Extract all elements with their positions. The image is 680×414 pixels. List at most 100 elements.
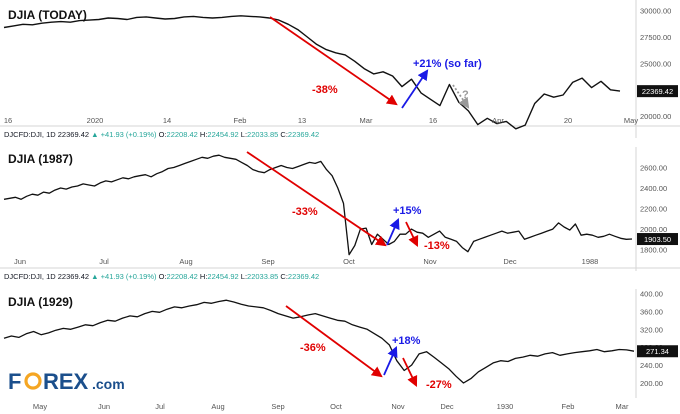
info-bar-l_label: L: xyxy=(241,130,247,139)
panel-0-y-tick-label: 25000.00 xyxy=(640,59,671,68)
info-bar-prefix: DJCFD:DJI, 1D xyxy=(4,130,58,139)
panel-0-title: DJIA (TODAY) xyxy=(8,8,87,22)
info-bar-c: 22369.42 xyxy=(288,130,319,139)
info-bar-change: ▲ +41.93 (+0.19%) xyxy=(91,272,158,281)
panel-0-last-value-label: 22369.42 xyxy=(642,87,673,96)
info-bar-o: 22208.42 xyxy=(167,130,200,139)
info-bar-1: DJCFD:DJI, 1D 22369.42 ▲ +41.93 (+0.19%)… xyxy=(4,272,319,281)
info-bar-o: 22208.42 xyxy=(167,272,200,281)
panel-2-red-arrow xyxy=(402,357,418,387)
panel-0-red-arrow xyxy=(269,16,398,106)
forex-logo: F REX .com xyxy=(8,369,125,394)
info-bar-c: 22369.42 xyxy=(288,272,319,281)
panel-2-title: DJIA (1929) xyxy=(8,295,73,309)
panel-2-x-tick-label: Feb xyxy=(562,402,575,411)
panel-2-annotation-label: +18% xyxy=(392,335,421,347)
info-bar-prefix: DJCFD:DJI, 1D xyxy=(4,272,58,281)
logo-orange-o xyxy=(24,372,42,390)
panel-0-grey-arrow xyxy=(452,84,470,109)
panel-2-x-tick-label: Dec xyxy=(440,402,454,411)
info-bar-h_label: H: xyxy=(200,130,208,139)
panel-2-x-tick-label: Nov xyxy=(391,402,405,411)
panel-1-red-arrow xyxy=(405,221,419,247)
panel-1-last-value-label: 1903.50 xyxy=(644,235,671,244)
panel-1-annotation-label: +15% xyxy=(393,205,422,217)
panel-0-x-tick-label: Apr xyxy=(492,116,504,125)
panel-2-annotation-label: -27% xyxy=(426,379,452,391)
info-bar-l: 22033.85 xyxy=(247,272,280,281)
info-bar-l: 22033.85 xyxy=(247,130,280,139)
panel-0-price-line xyxy=(3,15,621,130)
panel-2-x-tick-label: 1930 xyxy=(497,402,514,411)
panel-1-red-arrow xyxy=(246,151,387,247)
info-bar-h_label: H: xyxy=(200,272,208,281)
panel-1-x-tick-label: Nov xyxy=(423,257,437,266)
panel-2-y-tick-label: 320.00 xyxy=(640,325,663,334)
panel-2-y-tick-label: 360.00 xyxy=(640,307,663,316)
info-bar-change: ▲ +41.93 (+0.19%) xyxy=(91,130,158,139)
panel-1-annotation-label: -13% xyxy=(424,240,450,252)
panel-2-x-tick-label: May xyxy=(33,402,47,411)
panel-0-blue-arrow xyxy=(401,69,429,109)
panel-1-y-tick-label: 2400.00 xyxy=(640,184,667,193)
panel-1-y-tick-label: 2200.00 xyxy=(640,205,667,214)
panel-0-x-tick-label: 14 xyxy=(163,116,171,125)
panel-1-y-tick-label: 2600.00 xyxy=(640,164,667,173)
panel-1-x-tick-label: Dec xyxy=(503,257,517,266)
panel-1-x-tick-label: Aug xyxy=(179,257,192,266)
panel-0-x-tick-label: May xyxy=(624,116,638,125)
info-bar-c_label: C: xyxy=(280,272,288,281)
info-bar-o_label: O: xyxy=(159,272,167,281)
panel-2-x-tick-label: Sep xyxy=(271,402,284,411)
panel-0-annotation-label: +21% (so far) xyxy=(413,58,482,70)
panel-2-blue-arrow xyxy=(383,346,398,376)
panel-0-x-tick-label: 13 xyxy=(298,116,306,125)
panel-2-x-tick-label: Aug xyxy=(211,402,224,411)
logo-text-f: F xyxy=(8,369,21,394)
panel-1-y-tick-label: 2000.00 xyxy=(640,225,667,234)
panel-1-last-value-badge xyxy=(637,233,678,246)
panel-1-annotation-label: -33% xyxy=(292,206,318,218)
panel-2-y-tick-label: 240.00 xyxy=(640,361,663,370)
panel-2-red-arrow xyxy=(285,305,383,378)
panel-2-annotation-label: -36% xyxy=(300,342,326,354)
panel-2-last-value-badge xyxy=(637,345,678,358)
panel-1-x-tick-label: 1988 xyxy=(582,257,599,266)
panel-0-x-tick-label: 16 xyxy=(4,116,12,125)
panel-1-x-tick-label: Sep xyxy=(261,257,274,266)
panel-0-y-tick-label: 20000.00 xyxy=(640,112,671,121)
info-bar-0: DJCFD:DJI, 1D 22369.42 ▲ +41.93 (+0.19%)… xyxy=(4,130,319,139)
panel-0-y-tick-label: 30000.00 xyxy=(640,7,671,16)
panel-0-x-tick-label: 2020 xyxy=(87,116,104,125)
panel-2-x-tick-label: Oct xyxy=(330,402,343,411)
panel-2-price-line xyxy=(3,299,635,384)
panel-0-x-tick-label: Feb xyxy=(234,116,247,125)
panel-2-y-tick-label: 200.00 xyxy=(640,379,663,388)
info-bar-h: 22454.92 xyxy=(207,130,240,139)
panel-2-x-tick-label: Jul xyxy=(155,402,165,411)
panel-0-y-tick-label: 27500.00 xyxy=(640,33,671,42)
logo-text-suffix: .com xyxy=(92,376,125,392)
panel-0-annotation-label: ? xyxy=(462,89,469,101)
info-bar-c_label: C: xyxy=(280,130,288,139)
panel-2-y-tick-label: 400.00 xyxy=(640,289,663,298)
panel-1-title: DJIA (1987) xyxy=(8,152,73,166)
panel-1-x-tick-label: Jul xyxy=(99,257,109,266)
logo-text-rex: REX xyxy=(43,369,89,394)
panel-0-x-tick-label: 16 xyxy=(429,116,437,125)
info-bar-h: 22454.92 xyxy=(207,272,240,281)
panel-1-y-tick-label: 1800.00 xyxy=(640,246,667,255)
panel-1-x-tick-label: Jun xyxy=(14,257,26,266)
panel-0-x-tick-label: Mar xyxy=(360,116,373,125)
info-bar-l_label: L: xyxy=(241,272,247,281)
panel-2-x-tick-label: Mar xyxy=(616,402,629,411)
panel-1-price-line xyxy=(3,154,633,256)
info-bar-o_label: O: xyxy=(159,130,167,139)
panel-1-blue-arrow xyxy=(386,218,400,246)
panel-0-annotation-label: -38% xyxy=(312,84,338,96)
panel-0-last-value-badge xyxy=(637,85,678,98)
panel-2-x-tick-label: Jun xyxy=(98,402,110,411)
info-bar-last: 22369.42 xyxy=(58,272,91,281)
panel-1-x-tick-label: Oct xyxy=(343,257,356,266)
